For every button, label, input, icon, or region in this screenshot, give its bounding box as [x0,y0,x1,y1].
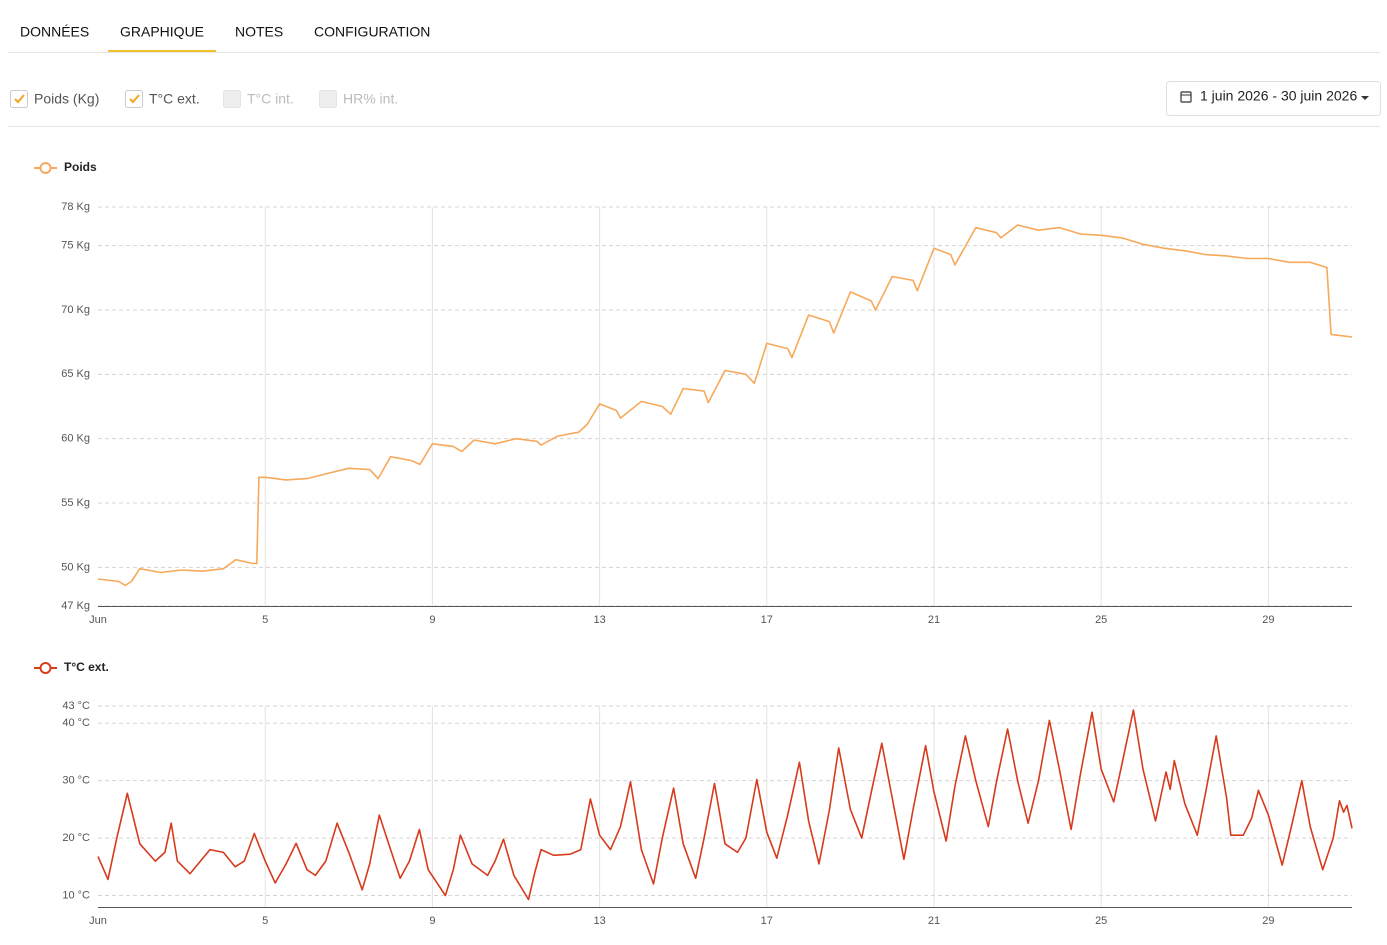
y-tick-label: 60 Kg [61,433,90,445]
x-tick-label: 21 [928,614,940,626]
x-tick-label: 13 [593,915,605,927]
filter-label[interactable]: T°C ext. [149,91,200,107]
filter-label[interactable]: T°C int. [247,91,294,107]
checkbox[interactable] [10,90,28,108]
series-line [97,709,1353,901]
y-tick-label: 47 Kg [61,600,90,612]
legend-marker [39,662,52,674]
x-tick-label: 25 [1095,614,1107,626]
x-tick-label: 25 [1095,915,1107,927]
y-tick-label: 65 Kg [61,368,90,380]
y-tick-label: 78 Kg [61,201,90,213]
checkbox[interactable] [319,90,337,108]
checkbox[interactable] [125,90,143,108]
date-range: 1 juin 2026 - 30 juin 2026 [1200,88,1357,104]
y-tick-label: 20 °C [62,832,90,844]
x-tick-label: 13 [593,614,605,626]
checkmark [129,94,140,104]
tab[interactable]: CONFIGURATION [314,24,430,40]
y-tick-label: 30 °C [62,775,90,787]
calendar-icon [1180,91,1192,103]
filter-label[interactable]: Poids (Kg) [34,91,99,107]
x-tick-label: Jun [89,614,107,626]
x-tick-label: Jun [89,915,107,927]
x-tick-label: 17 [761,915,773,927]
y-tick-label: 70 Kg [61,304,90,316]
y-tick-label: 75 Kg [61,240,90,252]
y-tick-label: 55 Kg [61,497,90,509]
y-tick-label: 10 °C [62,889,90,901]
tab[interactable]: DONNÉES [20,24,89,40]
y-tick-label: 40 °C [62,717,90,729]
active-tab-indicator [108,50,217,52]
checkbox[interactable] [223,90,241,108]
y-tick-label: 50 Kg [61,561,90,573]
x-tick-label: 9 [429,915,435,927]
filter-label[interactable]: HR% int. [343,91,398,107]
legend-label[interactable]: Poids [64,160,97,174]
x-tick-label: 29 [1262,915,1274,927]
x-tick-label: 17 [761,614,773,626]
dropdown-caret [1361,96,1369,100]
tab[interactable]: GRAPHIQUE [120,24,204,40]
y-tick-label: 43 °C [62,700,90,712]
checkmark [14,94,25,104]
legend-label[interactable]: T°C ext. [64,660,109,674]
legend-marker [39,162,52,174]
x-tick-label: 9 [429,614,435,626]
date-button[interactable] [1166,81,1381,116]
x-tick-label: 29 [1262,614,1274,626]
x-tick-label: 21 [928,915,940,927]
x-tick-label: 5 [262,915,268,927]
series-line [97,224,1353,587]
x-tick-label: 5 [262,614,268,626]
tab[interactable]: NOTES [235,24,283,40]
